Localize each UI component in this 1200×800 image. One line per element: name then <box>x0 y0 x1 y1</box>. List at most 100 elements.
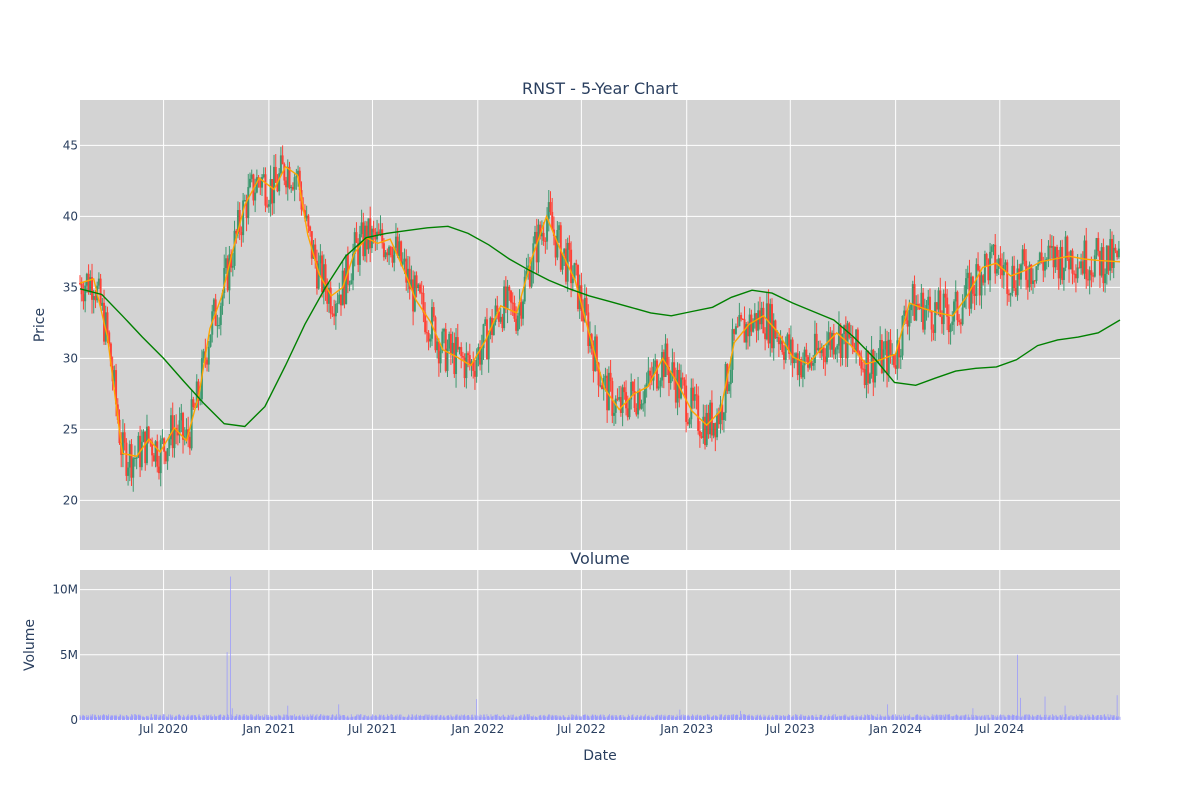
volume-bar <box>698 715 700 720</box>
candle-body <box>994 244 997 274</box>
volume-bar <box>971 717 973 720</box>
volume-bar <box>989 717 991 720</box>
volume-bar <box>110 715 112 720</box>
x-axis-title: Date <box>583 748 616 764</box>
volume-bar <box>1029 715 1031 720</box>
volume-bar <box>251 715 253 720</box>
volume-bar <box>555 717 557 720</box>
candle-body <box>85 273 88 286</box>
volume-bar <box>367 716 369 720</box>
volume-bar <box>372 715 374 720</box>
volume-bar <box>979 717 981 720</box>
volume-bar <box>80 716 81 720</box>
candle-body <box>408 268 411 290</box>
volume-bar <box>837 716 839 720</box>
volume-bar <box>407 716 409 720</box>
candle-body <box>348 284 351 286</box>
volume-bar <box>183 714 184 720</box>
volume-bar <box>514 717 516 720</box>
volume-bar <box>658 715 660 720</box>
candle-body <box>563 248 566 254</box>
volume-bar <box>363 715 365 720</box>
volume-bar <box>292 715 294 720</box>
volume-bar <box>276 716 278 720</box>
volume-bar <box>703 715 705 720</box>
candle-body <box>109 343 112 367</box>
volume-bar <box>621 717 622 720</box>
volume-bar <box>398 715 400 720</box>
candle-body <box>623 387 626 393</box>
volume-bar <box>466 715 468 720</box>
candle-body <box>415 275 418 289</box>
volume-bar <box>647 716 649 720</box>
volume-bar <box>456 715 458 720</box>
volume-bar <box>347 715 349 720</box>
volume-bar <box>839 715 840 720</box>
candle-body <box>607 372 610 411</box>
volume-bar <box>656 714 658 720</box>
volume-bar <box>294 714 296 720</box>
candle-body <box>84 285 87 302</box>
volume-bar <box>354 716 356 720</box>
volume-bar <box>204 715 206 720</box>
volume-bar <box>712 716 713 720</box>
volume-bar <box>728 714 729 720</box>
volume-bar <box>423 715 425 720</box>
candle-body <box>599 385 602 387</box>
volume-bar <box>130 717 132 720</box>
candle-body <box>475 360 478 377</box>
volume-bar <box>879 717 881 720</box>
volume-bar <box>709 716 711 720</box>
candle-body <box>377 231 380 235</box>
candle-body <box>520 301 523 319</box>
volume-bar <box>364 714 366 720</box>
volume-bar <box>747 715 749 720</box>
volume-bar <box>791 717 793 720</box>
volume-bar <box>1096 717 1097 720</box>
volume-bar <box>462 715 464 720</box>
candle-body <box>1086 279 1089 281</box>
x-tick-label: Jul 2020 <box>138 722 188 736</box>
volume-bar <box>597 715 598 720</box>
candle-body <box>722 412 725 420</box>
volume-bar <box>666 715 668 720</box>
volume-bar <box>841 716 843 720</box>
volume-bar <box>460 717 462 720</box>
volume-bar <box>90 714 92 720</box>
volume-bar <box>255 714 257 720</box>
volume-bar <box>792 716 794 720</box>
volume-bar <box>999 714 1001 720</box>
volume-bar <box>1048 716 1049 720</box>
candle-body <box>219 305 222 325</box>
volume-bar <box>1112 717 1113 720</box>
candle-body <box>898 340 901 358</box>
volume-bar <box>729 715 731 720</box>
volume-bar <box>695 715 697 720</box>
volume-bar <box>184 717 186 720</box>
candle-body <box>963 298 966 308</box>
candle-body <box>336 303 339 305</box>
volume-bar <box>884 715 886 720</box>
volume-bar <box>328 715 330 720</box>
volume-bar <box>152 717 154 720</box>
volume-bar <box>692 715 694 720</box>
volume-bar <box>672 716 673 720</box>
candle-body <box>463 357 466 379</box>
volume-bar <box>318 716 320 720</box>
volume-bar <box>332 714 333 720</box>
candle-body <box>894 365 897 369</box>
volume-bar <box>479 717 480 720</box>
volume-bar <box>146 715 148 720</box>
volume-bar <box>416 717 418 720</box>
volume-bar <box>1051 717 1053 720</box>
volume-bar <box>715 715 717 720</box>
candle-body <box>123 432 126 443</box>
volume-bar <box>844 714 846 720</box>
candle-body <box>705 412 708 446</box>
volume-bar <box>909 716 911 720</box>
volume-bar <box>967 717 969 720</box>
candle-body <box>951 321 954 325</box>
volume-bar <box>1073 715 1075 720</box>
volume-bar <box>476 699 478 720</box>
volume-bar <box>374 714 376 720</box>
